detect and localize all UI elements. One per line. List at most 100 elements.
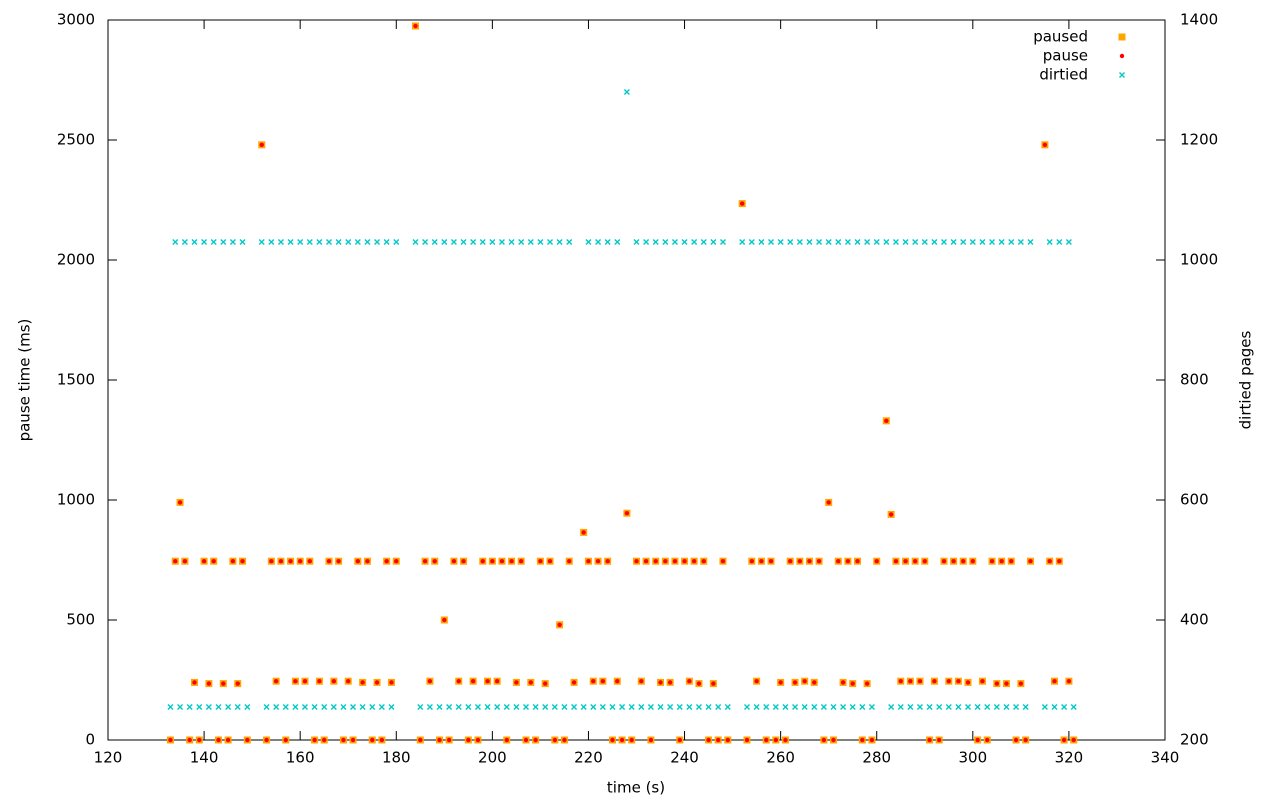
point bbox=[859, 704, 866, 710]
point bbox=[927, 737, 932, 743]
point bbox=[389, 680, 394, 685]
point bbox=[537, 239, 544, 245]
point bbox=[884, 418, 889, 423]
point bbox=[551, 704, 558, 710]
point bbox=[374, 239, 381, 245]
x-tick-label: 200 bbox=[478, 749, 507, 767]
point bbox=[283, 737, 288, 743]
point bbox=[1028, 559, 1033, 564]
point bbox=[527, 239, 534, 245]
point bbox=[345, 239, 352, 245]
point bbox=[816, 559, 822, 564]
point bbox=[667, 704, 674, 710]
x-tick-label: 180 bbox=[382, 749, 411, 767]
point bbox=[221, 681, 226, 686]
point bbox=[768, 559, 774, 564]
point bbox=[229, 239, 236, 245]
point bbox=[383, 239, 390, 245]
legend-label: pause bbox=[1043, 47, 1088, 65]
point bbox=[590, 704, 597, 710]
point bbox=[974, 704, 981, 710]
point bbox=[662, 239, 669, 245]
point bbox=[638, 704, 645, 710]
point bbox=[585, 239, 592, 245]
point bbox=[533, 737, 538, 743]
y2-tick-label: 200 bbox=[1180, 731, 1209, 749]
point bbox=[715, 737, 721, 743]
point bbox=[451, 559, 457, 564]
point bbox=[831, 737, 836, 743]
point bbox=[854, 239, 861, 245]
point bbox=[653, 559, 658, 564]
point bbox=[581, 530, 586, 535]
point bbox=[989, 239, 996, 245]
point bbox=[1066, 679, 1072, 684]
point bbox=[705, 704, 712, 710]
point bbox=[1057, 559, 1062, 564]
point bbox=[888, 704, 895, 710]
point bbox=[701, 559, 706, 564]
point bbox=[956, 679, 961, 684]
point bbox=[888, 512, 894, 517]
point bbox=[446, 704, 453, 710]
point bbox=[715, 704, 722, 710]
point bbox=[792, 680, 798, 685]
point bbox=[864, 239, 871, 245]
point bbox=[936, 704, 943, 710]
point bbox=[931, 239, 938, 245]
point bbox=[989, 559, 995, 564]
y-axis-label: pause time (ms) bbox=[16, 319, 34, 442]
point bbox=[960, 239, 967, 245]
point bbox=[498, 239, 505, 245]
point bbox=[763, 704, 770, 710]
point bbox=[1013, 704, 1020, 710]
x-tick-label: 300 bbox=[958, 749, 987, 767]
point bbox=[748, 239, 755, 245]
point bbox=[307, 559, 312, 564]
point bbox=[916, 704, 923, 710]
y-tick-label: 500 bbox=[66, 611, 95, 629]
point bbox=[869, 737, 875, 743]
point bbox=[778, 680, 783, 685]
point bbox=[820, 704, 827, 710]
point bbox=[994, 681, 1000, 686]
point bbox=[643, 559, 649, 564]
point bbox=[269, 559, 274, 564]
point bbox=[244, 704, 251, 710]
point bbox=[186, 704, 193, 710]
y2-tick-label: 1000 bbox=[1180, 251, 1218, 269]
legend-marker bbox=[1119, 53, 1125, 59]
point bbox=[874, 559, 879, 564]
point bbox=[441, 239, 448, 245]
point bbox=[772, 704, 779, 710]
point bbox=[744, 737, 750, 743]
point bbox=[431, 239, 438, 245]
point bbox=[378, 704, 385, 710]
point bbox=[268, 239, 275, 245]
point bbox=[764, 737, 769, 743]
point bbox=[306, 239, 313, 245]
point bbox=[173, 559, 178, 564]
point bbox=[370, 737, 375, 743]
point bbox=[206, 681, 212, 686]
point bbox=[893, 559, 899, 564]
point bbox=[647, 704, 654, 710]
legend-label: paused bbox=[1033, 28, 1088, 46]
point bbox=[1061, 737, 1067, 743]
point bbox=[181, 239, 188, 245]
point bbox=[796, 239, 803, 245]
point bbox=[379, 737, 385, 743]
point bbox=[706, 737, 711, 743]
point bbox=[360, 680, 365, 685]
point bbox=[1013, 737, 1019, 743]
point bbox=[840, 680, 846, 685]
point bbox=[418, 737, 423, 743]
point bbox=[740, 201, 745, 206]
point bbox=[518, 559, 524, 564]
point bbox=[287, 239, 294, 245]
point bbox=[1017, 239, 1024, 245]
point bbox=[446, 737, 452, 743]
point bbox=[514, 680, 519, 685]
point bbox=[768, 239, 775, 245]
point bbox=[422, 559, 428, 564]
